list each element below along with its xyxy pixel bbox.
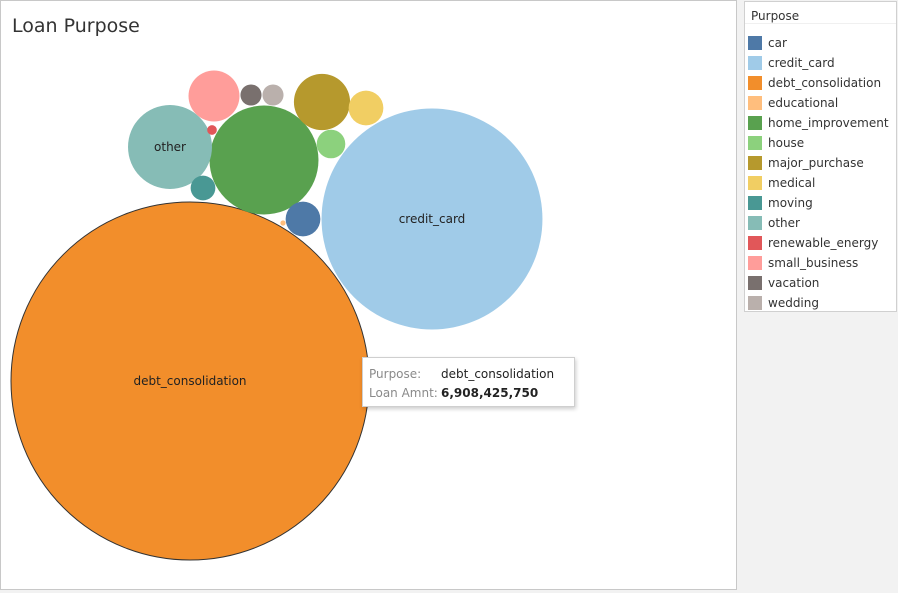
legend-label: moving (768, 196, 813, 210)
legend-item-house[interactable]: house (748, 133, 804, 153)
legend-swatch (748, 56, 762, 70)
legend-item-major-purchase[interactable]: major_purchase (748, 153, 864, 173)
bubble-home-improvement[interactable] (209, 105, 319, 215)
legend-label: debt_consolidation (768, 76, 882, 90)
legend-swatch (748, 36, 762, 50)
legend-swatch (748, 76, 762, 90)
bubble-house[interactable] (316, 129, 346, 159)
bubble-medical[interactable] (348, 90, 384, 126)
tooltip-amount-value: 6,908,425,750 (441, 386, 539, 400)
legend-swatch (748, 156, 762, 170)
legend-item-home-improvement[interactable]: home_improvement (748, 113, 889, 133)
bubble-wedding[interactable] (262, 84, 284, 106)
bubble-small-business[interactable] (188, 70, 240, 122)
bubble-major-purchase[interactable] (293, 73, 351, 131)
legend-item-medical[interactable]: medical (748, 173, 815, 193)
legend-item-small-business[interactable]: small_business (748, 253, 858, 273)
legend-label: vacation (768, 276, 820, 290)
tooltip-amount-key: Loan Amnt: (369, 386, 438, 400)
legend-item-credit-card[interactable]: credit_card (748, 53, 835, 73)
bubble-label-credit-card: credit_card (399, 212, 466, 226)
legend-label: medical (768, 176, 816, 190)
legend-swatch (748, 296, 762, 310)
legend-label: small_business (768, 256, 859, 270)
legend-swatch (748, 176, 762, 190)
legend-label: educational (768, 96, 839, 110)
legend-title: Purpose (745, 2, 896, 24)
legend-label: wedding (768, 296, 819, 310)
legend-label: car (768, 36, 787, 50)
tooltip-purpose-key: Purpose: (369, 367, 422, 381)
legend-item-other[interactable]: other (748, 213, 800, 233)
legend-item-moving[interactable]: moving (748, 193, 813, 213)
legend-item-renewable-energy[interactable]: renewable_energy (748, 233, 878, 253)
bubble-chart: debt_consolidation credit_card other (10, 70, 543, 561)
legend-label: house (768, 136, 805, 150)
legend-label: major_purchase (768, 156, 864, 170)
legend-swatch (748, 96, 762, 110)
legend-swatch (748, 236, 762, 250)
legend-item-vacation[interactable]: vacation (748, 273, 819, 293)
legend-item-debt-consolidation[interactable]: debt_consolidation (748, 73, 881, 93)
bubble-renewable-energy[interactable] (207, 125, 217, 135)
bubble-label-debt-consolidation: debt_consolidation (133, 374, 246, 388)
tooltip-purpose-value: debt_consolidation (441, 367, 555, 381)
tooltip: Purpose: debt_consolidation Loan Amnt: 6… (362, 357, 575, 407)
legend-item-wedding[interactable]: wedding (748, 293, 819, 313)
legend-item-car[interactable]: car (748, 33, 787, 53)
bubble-label-other: other (154, 140, 186, 154)
legend-swatch (748, 136, 762, 150)
legend-swatch (748, 276, 762, 290)
legend-swatch (748, 216, 762, 230)
bubble-moving[interactable] (190, 175, 216, 201)
bubble-car[interactable] (285, 201, 321, 237)
bubble-vacation[interactable] (240, 84, 262, 106)
legend-label: credit_card (768, 56, 835, 70)
legend-swatch (748, 116, 762, 130)
legend-label: home_improvement (768, 116, 889, 130)
legend: Purpose car credit_card debt_consolidation… (744, 1, 897, 312)
legend-label: other (768, 216, 800, 230)
bubble-credit-card[interactable] (321, 108, 543, 330)
chart-title: Loan Purpose (12, 15, 140, 37)
legend-label: renewable_energy (768, 236, 879, 250)
legend-swatch (748, 196, 762, 210)
bubble-other[interactable] (128, 105, 212, 189)
legend-swatch (748, 256, 762, 270)
bubble-educational[interactable] (280, 220, 286, 226)
legend-item-educational[interactable]: educational (748, 93, 838, 113)
chart-panel: Loan Purpose debt_consolidation credit_ca… (0, 0, 737, 590)
